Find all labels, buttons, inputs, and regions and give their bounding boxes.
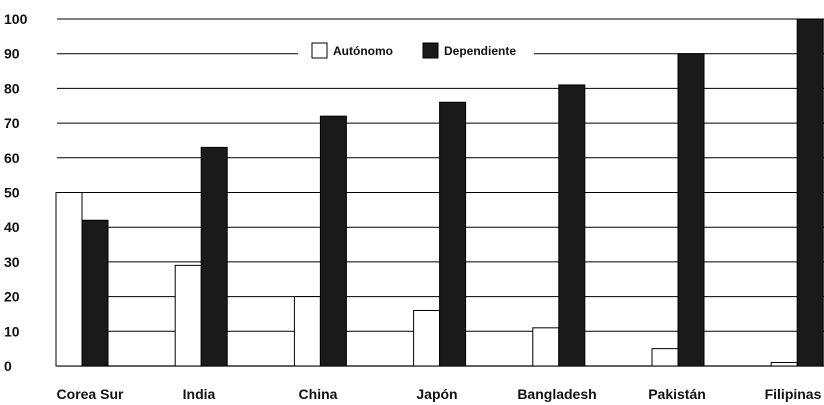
y-tick-label-40: 40 xyxy=(4,219,20,235)
y-tick-label-90: 90 xyxy=(4,46,20,62)
y-tick-label-10: 10 xyxy=(4,323,20,339)
bar-dependiente-5 xyxy=(677,53,705,367)
bar-autonomo-5 xyxy=(651,348,679,367)
bar-autonomo-3 xyxy=(413,309,441,367)
legend-label-dependiente: Dependiente xyxy=(444,44,516,58)
legend-background xyxy=(298,38,534,64)
x-category-label-3: Japón xyxy=(416,386,457,402)
bar-dependiente-1 xyxy=(200,146,228,367)
y-axis-tick-labels: 0 10 20 30 40 50 60 70 80 90 100 xyxy=(4,11,28,374)
bar-dependiente-3 xyxy=(439,101,467,367)
legend-label-autonomo: Autónomo xyxy=(333,44,393,58)
bar-dependiente-6 xyxy=(796,18,824,367)
bar-autonomo-4 xyxy=(532,327,560,367)
bar-autonomo-0 xyxy=(55,192,83,367)
y-tick-label-80: 80 xyxy=(4,80,20,96)
bar-dependiente-2 xyxy=(319,115,347,367)
y-tick-label-30: 30 xyxy=(4,254,20,270)
x-category-label-0: Corea Sur xyxy=(57,386,124,402)
y-tick-label-20: 20 xyxy=(4,289,20,305)
y-tick-label-0: 0 xyxy=(4,358,12,374)
legend: Autónomo Dependiente xyxy=(298,38,534,64)
y-tick-label-70: 70 xyxy=(4,115,20,131)
legend-swatch-dependiente xyxy=(422,42,439,59)
bar-autonomo-1 xyxy=(174,264,202,367)
x-axis-category-labels: Corea Sur India China Japón Bangladesh Pakist… xyxy=(57,386,822,402)
bar-dependiente-4 xyxy=(558,84,586,367)
x-category-label-5: Pakistán xyxy=(648,386,706,402)
legend-swatch-autonomo xyxy=(311,42,328,59)
y-tick-label-60: 60 xyxy=(4,150,20,166)
y-tick-label-100: 100 xyxy=(4,11,28,27)
x-category-label-2: China xyxy=(299,386,338,402)
y-tick-label-50: 50 xyxy=(4,185,20,201)
x-category-label-4: Bangladesh xyxy=(517,386,596,402)
bar-dependiente-0 xyxy=(81,219,109,367)
x-category-label-1: India xyxy=(183,386,216,402)
bars xyxy=(55,18,824,367)
x-category-label-6: Filipinas xyxy=(765,386,822,402)
bar-autonomo-2 xyxy=(293,296,321,367)
bar-autonomo-6 xyxy=(770,362,798,367)
